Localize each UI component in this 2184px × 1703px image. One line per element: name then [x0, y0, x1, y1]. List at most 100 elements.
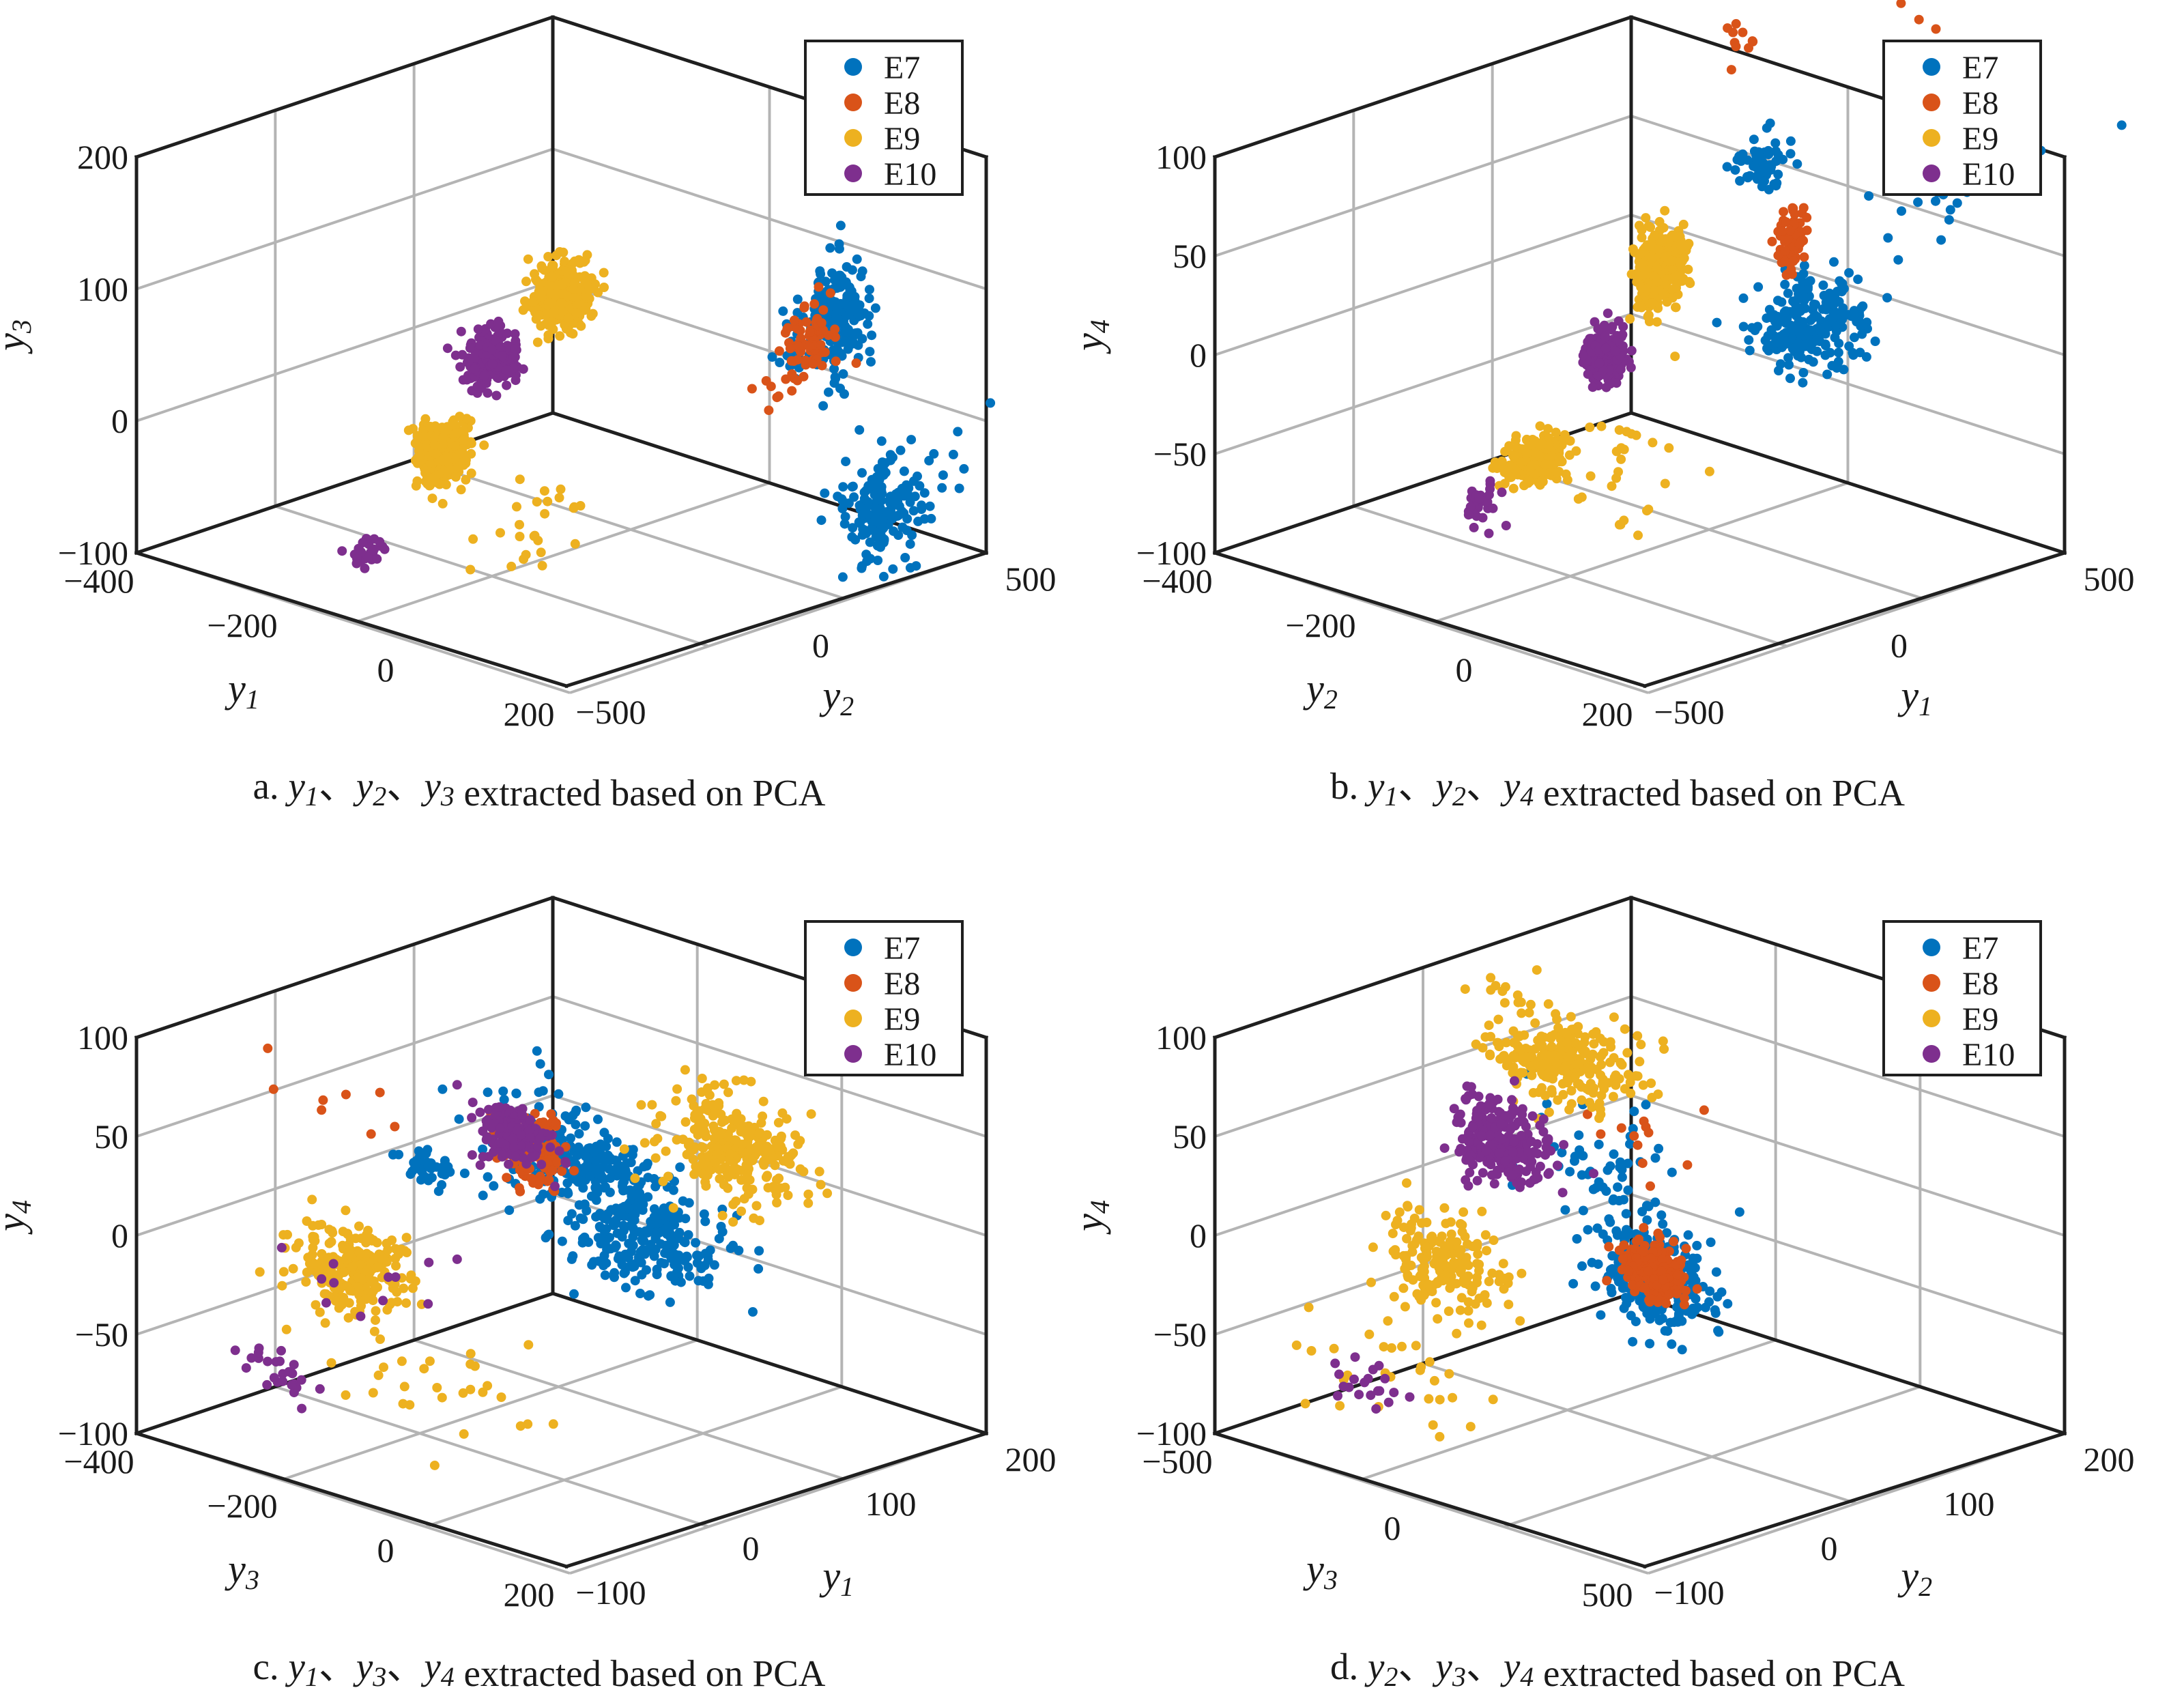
point-E9 [347, 1262, 358, 1272]
point-E7 [579, 1147, 590, 1157]
point-E7 [728, 1240, 738, 1250]
point-E9 [781, 1114, 792, 1124]
point-E7 [532, 1046, 542, 1056]
point-E9 [431, 448, 441, 459]
point-E8 [375, 1087, 385, 1098]
point-E7 [767, 352, 777, 362]
point-E10 [358, 538, 368, 547]
point-E10 [1600, 343, 1611, 354]
point-E7 [498, 1086, 508, 1096]
point-E9 [1504, 1056, 1513, 1066]
point-E9 [751, 1201, 762, 1211]
legend-label-E9: E9 [1962, 121, 1998, 157]
point-E7 [619, 1201, 629, 1212]
point-E8 [1692, 1284, 1702, 1294]
point-E9 [308, 1242, 318, 1253]
panel-caption: a. y1、y2、y3 extracted based on PCA [253, 765, 826, 814]
point-E7 [419, 1171, 429, 1182]
point-E7 [835, 348, 846, 358]
point-E9 [1460, 984, 1470, 994]
point-E7 [1742, 172, 1752, 182]
point-E7 [1742, 155, 1753, 165]
point-E9 [1537, 1040, 1547, 1050]
point-E8 [569, 1166, 579, 1176]
point-E7 [1771, 181, 1781, 191]
y-tick-label: 500 [1005, 560, 1057, 598]
point-E7 [953, 427, 963, 437]
point-E9 [1486, 973, 1496, 983]
point-E10 [475, 1160, 485, 1170]
series-E7 [767, 220, 996, 582]
point-E7 [612, 1137, 622, 1147]
point-E7 [700, 1248, 710, 1259]
point-E7 [620, 1249, 631, 1259]
point-E10 [390, 1272, 401, 1282]
point-E9 [708, 1111, 718, 1121]
point-E7 [557, 1236, 567, 1246]
point-E10 [456, 326, 466, 337]
point-E9 [425, 481, 435, 491]
point-E8 [1799, 252, 1809, 262]
point-E7 [580, 1162, 590, 1172]
point-E7 [1883, 233, 1893, 243]
point-E9 [1574, 1078, 1584, 1089]
point-E7 [1620, 1293, 1630, 1302]
point-E7 [878, 571, 889, 582]
point-E10 [1610, 346, 1620, 356]
point-E10 [372, 554, 382, 564]
point-E9 [1654, 216, 1665, 227]
point-E7 [1641, 1201, 1652, 1211]
point-E10 [1603, 309, 1613, 318]
point-E9 [375, 1334, 385, 1344]
point-E7 [919, 488, 930, 498]
point-E10 [483, 388, 493, 398]
point-E9 [1671, 302, 1681, 313]
point-E9 [799, 1167, 809, 1177]
point-E9 [1589, 1039, 1599, 1049]
legend-box [804, 920, 964, 1076]
point-E7 [906, 435, 917, 445]
point-E7 [674, 1213, 685, 1223]
point-E9 [459, 1429, 469, 1439]
point-E9 [698, 1127, 708, 1137]
point-E9 [743, 1130, 752, 1141]
point-E7 [855, 311, 865, 321]
point-E7 [599, 1214, 609, 1223]
point-E7 [888, 564, 898, 574]
point-E9 [1599, 1084, 1609, 1094]
point-E7 [1799, 261, 1809, 271]
legend-label-E7: E7 [884, 50, 920, 86]
point-E8 [1672, 1270, 1682, 1280]
point-E9 [738, 1147, 749, 1157]
point-E9 [354, 1247, 364, 1257]
point-E9 [1641, 283, 1652, 294]
point-E7 [605, 1173, 616, 1183]
point-E8 [1785, 225, 1795, 235]
point-E8 [1627, 1280, 1637, 1290]
point-E9 [554, 493, 564, 503]
point-E8 [1596, 1129, 1606, 1139]
x-axis-label: y2 [1303, 666, 1338, 715]
point-E9 [368, 1296, 378, 1306]
point-E9 [368, 1278, 378, 1288]
point-E7 [1913, 197, 1923, 207]
point-E7 [837, 504, 848, 513]
data-points [1463, 0, 2127, 541]
point-E7 [1628, 1124, 1638, 1134]
point-E9 [401, 1233, 412, 1243]
point-E7 [504, 1205, 515, 1215]
point-E7 [844, 498, 854, 509]
z-grid-line [136, 1192, 987, 1336]
point-E9 [1538, 440, 1548, 450]
point-E7 [1711, 1267, 1721, 1277]
point-E10 [452, 1080, 462, 1090]
point-E7 [1790, 299, 1800, 309]
point-E9 [283, 1229, 292, 1240]
point-E9 [768, 1182, 778, 1192]
point-E7 [1605, 1217, 1615, 1227]
point-E7 [459, 1169, 470, 1178]
point-E8 [1798, 203, 1809, 213]
point-E7 [630, 1210, 640, 1220]
point-E9 [1514, 1031, 1525, 1042]
z-axis-label: y4 [1067, 1200, 1115, 1235]
